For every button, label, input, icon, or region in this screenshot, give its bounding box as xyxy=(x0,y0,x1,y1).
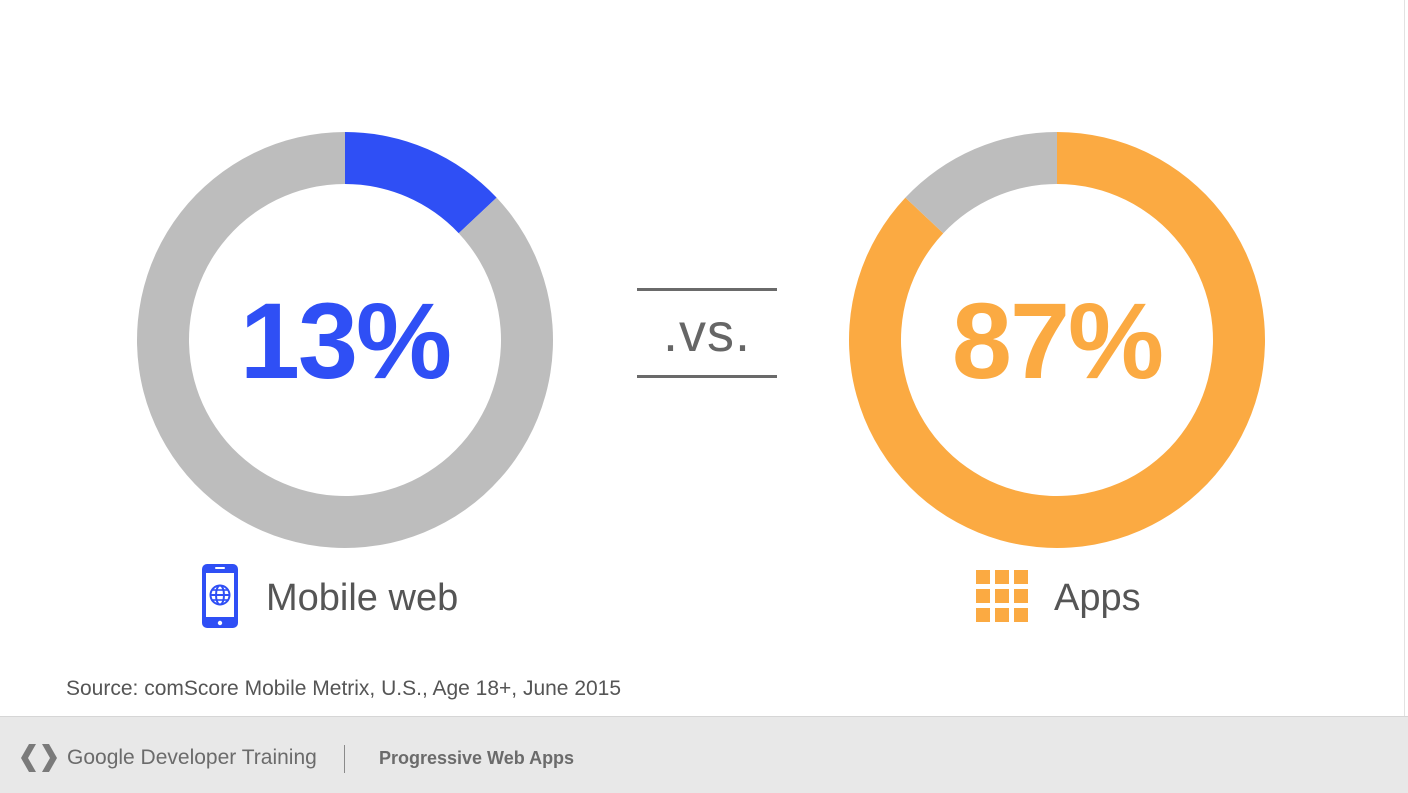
apps-grid-icon xyxy=(976,569,1028,627)
mobile-phone-globe-icon xyxy=(200,562,240,635)
footer-brand: Google Developer Training xyxy=(67,746,317,769)
mobile-web-percentage: 13% xyxy=(239,279,452,401)
versus-separator: .vs. xyxy=(637,288,777,378)
source-citation: Source: comScore Mobile Metrix, U.S., Ag… xyxy=(66,677,622,700)
mobile-web-donut-chart: 13% xyxy=(135,130,555,550)
versus-top-rule xyxy=(637,288,777,291)
versus-bottom-rule xyxy=(637,375,777,378)
mobile-web-label-row: Mobile web xyxy=(200,563,458,633)
mobile-web-donut-svg xyxy=(136,132,553,548)
apps-label-row: Apps xyxy=(976,563,1141,633)
mobile-web-donut-slice-0 xyxy=(345,132,497,234)
google-developers-chevron-icon xyxy=(21,744,57,772)
apps-label: Apps xyxy=(1054,576,1141,619)
apps-donut-slice-1 xyxy=(905,132,1057,234)
apps-donut-chart: 87% xyxy=(847,130,1267,550)
footer-divider xyxy=(344,745,345,773)
mobile-web-label: Mobile web xyxy=(266,576,459,619)
apps-donut-svg xyxy=(848,132,1265,548)
apps-percentage: 87% xyxy=(951,279,1164,401)
footer-bar: Google Developer Training Progressive We… xyxy=(0,716,1408,793)
versus-text: .vs. xyxy=(662,303,751,363)
footer-course-title: Progressive Web Apps xyxy=(379,748,575,768)
